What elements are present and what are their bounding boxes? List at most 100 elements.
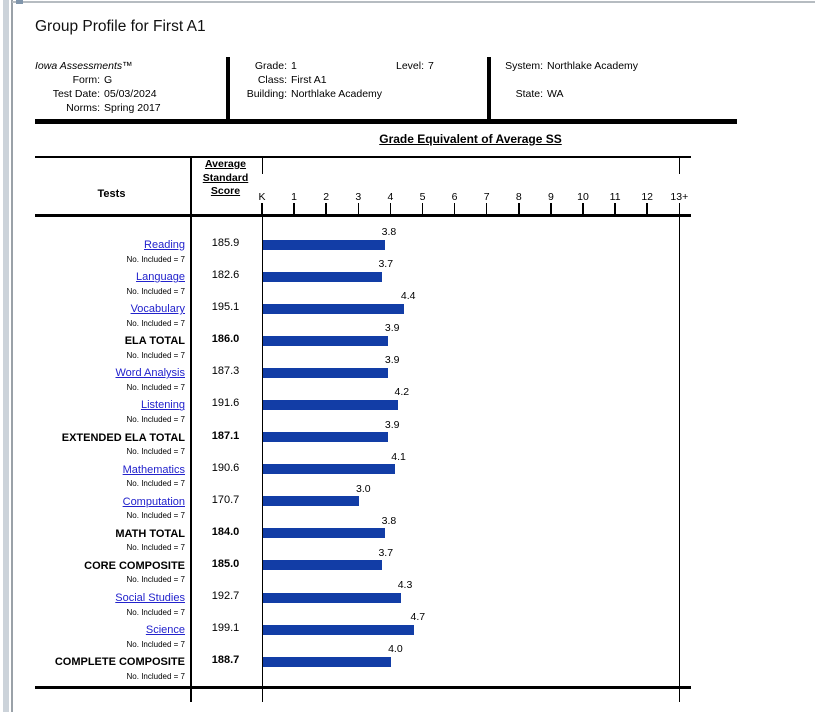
axis-tick-label: 2 — [323, 191, 330, 203]
axis-tick — [389, 203, 392, 215]
axis-tick — [550, 203, 552, 215]
axis-tick — [325, 203, 327, 215]
info-line-norms: Norms: Spring 2017 — [35, 101, 160, 115]
tests-column-header: Tests — [97, 188, 126, 200]
included-count: No. Included = 7 — [126, 639, 185, 649]
test-row: EXTENDED ELA TOTAL No. Included = 7 187.1 3… — [35, 419, 691, 457]
test-link[interactable]: Mathematics — [122, 463, 185, 476]
axis-tick-label: 13+ — [670, 191, 689, 203]
viewport-left-gutter — [3, 0, 9, 712]
test-link[interactable]: Computation — [122, 495, 185, 508]
test-name-cell: Vocabulary No. Included = 7 — [35, 299, 185, 328]
grade-equivalent-label: 4.4 — [400, 290, 416, 303]
test-name-cell: CORE COMPOSITE No. Included = 7 — [35, 556, 185, 585]
plot-left-edge-stub — [261, 158, 263, 174]
average-standard-score-value: 195.1 — [211, 301, 240, 314]
axis-tick — [646, 203, 648, 215]
test-link[interactable]: Language — [136, 271, 185, 284]
average-standard-score-value: 185.0 — [211, 557, 240, 570]
test-row: Science No. Included = 7 199.1 4.7 — [35, 611, 691, 649]
info-label: System: — [505, 60, 543, 72]
axis-tick — [582, 203, 584, 215]
included-count: No. Included = 7 — [126, 447, 185, 457]
axis-tick-label: 11 — [609, 191, 621, 203]
test-row: Computation No. Included = 7 170.7 3.0 — [35, 482, 691, 521]
ge-bar — [263, 592, 402, 603]
grade-equivalent-label: 3.7 — [378, 546, 394, 559]
ge-bar — [263, 239, 385, 250]
test-link[interactable]: Vocabulary — [130, 303, 185, 316]
test-name-cell: MATH TOTAL No. Included = 7 — [35, 524, 185, 553]
info-value: 05/03/2024 — [104, 88, 157, 100]
table-top-rule — [35, 156, 691, 158]
grade-equivalent-label: 4.3 — [397, 579, 413, 592]
test-row: CORE COMPOSITE No. Included = 7 185.0 3.7 — [35, 546, 691, 585]
plot-left-edge — [261, 214, 263, 702]
axis-tick-label: 10 — [577, 191, 589, 203]
info-panel-right: System: Northlake Academy State: WA — [498, 59, 638, 101]
test-total-label: EXTENDED ELA TOTAL — [61, 431, 185, 444]
axis-tick — [678, 203, 681, 215]
info-value: G — [104, 74, 113, 86]
axis-tick-label: 5 — [419, 191, 426, 203]
included-count: No. Included = 7 — [126, 254, 185, 264]
test-row: Mathematics No. Included = 7 190.6 4.1 — [35, 451, 691, 489]
test-row: ELA TOTAL No. Included = 7 186.0 3.9 — [35, 322, 691, 360]
ge-bar — [263, 624, 414, 635]
test-name-cell: Language No. Included = 7 — [35, 267, 185, 296]
included-count: No. Included = 7 — [126, 511, 185, 521]
average-standard-score-value: 192.7 — [211, 590, 240, 603]
axis-tick-label: 4 — [387, 191, 394, 203]
grade-equivalent-label: 3.7 — [378, 258, 394, 271]
test-link[interactable]: Listening — [140, 399, 185, 412]
average-standard-score-value: 188.7 — [211, 654, 240, 667]
ge-bar — [263, 656, 392, 667]
included-count: No. Included = 7 — [126, 479, 185, 489]
info-label: Grade: — [254, 60, 287, 72]
included-count: No. Included = 7 — [126, 414, 185, 424]
test-name-cell: COMPLETE COMPOSITE No. Included = 7 — [35, 652, 185, 681]
info-value: 7 — [428, 60, 434, 72]
grade-equivalent-label: 3.8 — [381, 514, 397, 527]
page-title: Group Profile for First A1 — [35, 18, 206, 35]
test-row: Word Analysis No. Included = 7 187.3 3.9 — [35, 354, 691, 392]
test-name-cell: Mathematics No. Included = 7 — [35, 460, 185, 489]
axis-tick — [421, 203, 424, 215]
test-link[interactable]: Reading — [144, 239, 185, 251]
axis-tick-label: 8 — [515, 191, 522, 203]
scrollbar-remnant — [16, 0, 23, 4]
test-name-cell: ELA TOTAL No. Included = 7 — [35, 331, 185, 360]
info-line-level: Level: 7 — [396, 59, 434, 73]
axis-tick — [357, 203, 360, 215]
test-link[interactable]: Word Analysis — [115, 367, 186, 380]
test-row: MATH TOTAL No. Included = 7 184.0 3.8 — [35, 514, 691, 553]
axis-tick-label: 1 — [291, 191, 298, 203]
info-line-state: State: WA — [498, 87, 638, 101]
info-divider — [487, 57, 491, 119]
ge-bar — [263, 464, 395, 475]
axis-tick-label: 3 — [355, 191, 362, 203]
average-standard-score-value: 187.3 — [211, 365, 240, 378]
axis-tick-label: 9 — [547, 191, 554, 203]
info-label: Building: — [246, 88, 287, 100]
tests-score-divider — [190, 156, 192, 702]
test-link[interactable]: Social Studies — [115, 592, 185, 605]
plot-right-edge — [678, 214, 680, 702]
test-name-cell: EXTENDED ELA TOTAL No. Included = 7 — [35, 428, 185, 457]
axis-tick-label: 12 — [641, 191, 654, 203]
test-name-cell: Listening No. Included = 7 — [35, 395, 185, 424]
table-bottom-rule — [35, 686, 691, 689]
average-standard-score-value: 184.0 — [211, 525, 240, 538]
grade-equivalent-label: 3.0 — [355, 482, 371, 495]
axis-tick — [453, 203, 456, 215]
included-count: No. Included = 7 — [126, 543, 185, 553]
included-count: No. Included = 7 — [126, 318, 185, 328]
test-link[interactable]: Science — [145, 624, 185, 637]
info-label: Class: — [257, 74, 287, 86]
axis-tick — [485, 203, 488, 215]
average-standard-score-value: 186.0 — [211, 333, 240, 346]
ge-bar — [263, 528, 385, 539]
info-value: Northlake Academy — [547, 60, 639, 72]
test-rows: Reading No. Included = 7 185.9 3.8 Language N… — [35, 217, 691, 687]
